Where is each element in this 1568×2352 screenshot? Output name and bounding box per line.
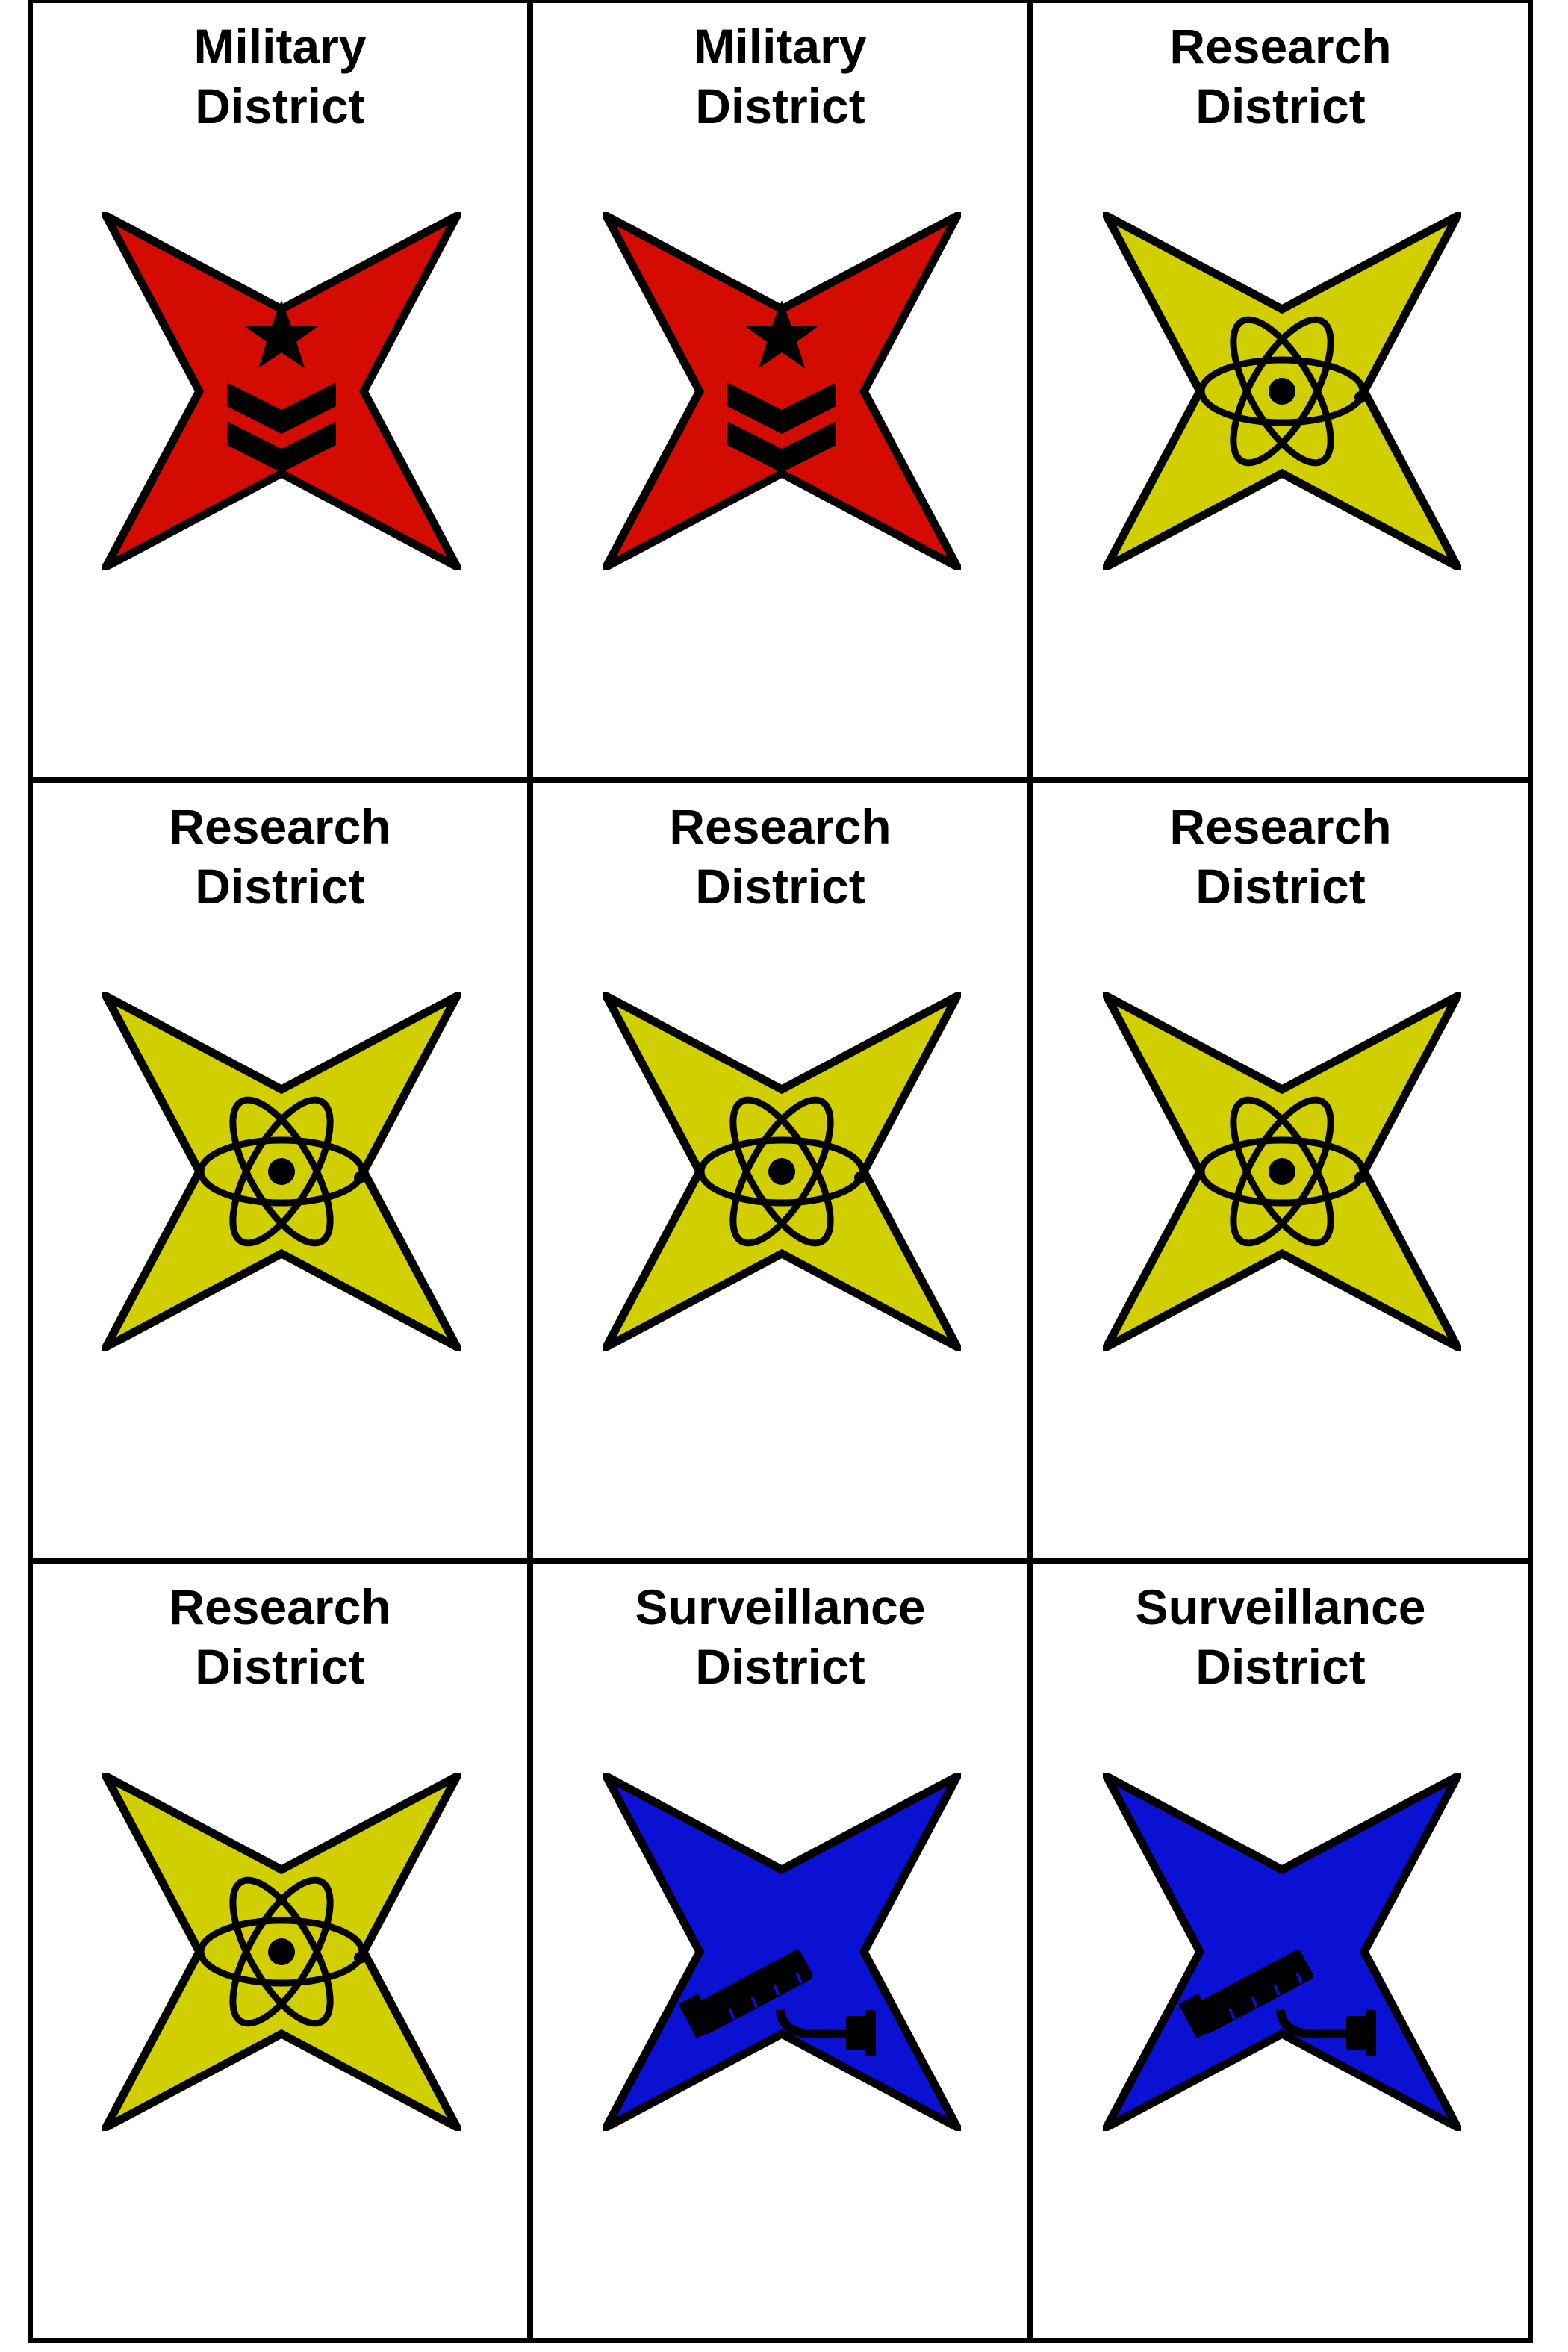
atom-icon-glyph	[1198, 1096, 1366, 1247]
card-title-line1: Surveillance	[1135, 1579, 1426, 1634]
card-title: Research District	[33, 1577, 527, 1696]
security-camera-icon-glyph	[678, 1950, 876, 2056]
research-district-card[interactable]: Research District	[1028, 0, 1533, 783]
card-title-line2: District	[195, 78, 365, 134]
district-star-shape	[603, 212, 961, 570]
card-title-line2: District	[1195, 859, 1366, 914]
card-title-line2: District	[195, 1639, 365, 1694]
card-title: Research District	[533, 797, 1027, 916]
card-title-line1: Research	[1169, 19, 1392, 74]
atom-icon-glyph	[697, 1096, 866, 1247]
military-district-card[interactable]: Military District	[28, 0, 532, 783]
card-title-line1: Research	[169, 1579, 391, 1634]
card-title-line2: District	[1195, 1639, 1366, 1694]
card-sheet: Military District Military District Research…	[28, 0, 1533, 2352]
card-title-line1: Surveillance	[635, 1579, 926, 1634]
card-title: Research District	[33, 797, 527, 916]
atom-icon	[102, 1773, 461, 2131]
card-title: Research District	[1033, 16, 1528, 136]
card-title-line1: Research	[1169, 799, 1392, 854]
card-title-line2: District	[695, 78, 865, 134]
star-chevrons-icon	[603, 212, 961, 570]
research-district-card[interactable]: Research District	[28, 778, 532, 1563]
card-title: Research District	[1033, 797, 1528, 916]
card-title-line1: Research	[669, 799, 892, 854]
research-district-card[interactable]: Research District	[28, 1558, 532, 2343]
security-camera-icon	[603, 1773, 961, 2131]
card-title-line2: District	[1195, 78, 1366, 134]
star-chevrons-icon-glyph	[227, 300, 336, 473]
atom-icon	[603, 992, 961, 1351]
card-title-line1: Research	[169, 799, 391, 854]
research-district-card[interactable]: Research District	[1028, 778, 1533, 1563]
atom-icon	[1103, 992, 1461, 1351]
star-chevrons-icon-glyph	[727, 300, 836, 473]
card-title: Military District	[33, 16, 527, 136]
surveillance-district-card[interactable]: Surveillance District	[528, 1558, 1033, 2343]
district-star-shape	[603, 1773, 961, 2131]
card-title-line2: District	[695, 1639, 865, 1694]
security-camera-icon	[1103, 1773, 1461, 2131]
atom-icon	[102, 992, 461, 1351]
surveillance-district-card[interactable]: Surveillance District	[1028, 1558, 1533, 2343]
card-title-line1: Military	[694, 19, 867, 74]
district-star-shape	[102, 212, 461, 570]
card-title: Surveillance District	[1033, 1577, 1528, 1696]
card-title-line2: District	[195, 859, 365, 914]
card-title: Military District	[533, 16, 1027, 136]
security-camera-icon-glyph	[1178, 1950, 1376, 2056]
military-district-card[interactable]: Military District	[528, 0, 1033, 783]
atom-icon	[1103, 212, 1461, 570]
atom-icon-glyph	[197, 1096, 366, 1247]
research-district-card[interactable]: Research District	[528, 778, 1033, 1563]
card-title-line1: Military	[193, 19, 367, 74]
card-title: Surveillance District	[533, 1577, 1027, 1696]
card-title-line2: District	[695, 859, 865, 914]
district-star-shape	[1103, 1773, 1461, 2131]
star-chevrons-icon	[102, 212, 461, 570]
atom-icon-glyph	[197, 1876, 366, 2027]
atom-icon-glyph	[1198, 316, 1366, 467]
